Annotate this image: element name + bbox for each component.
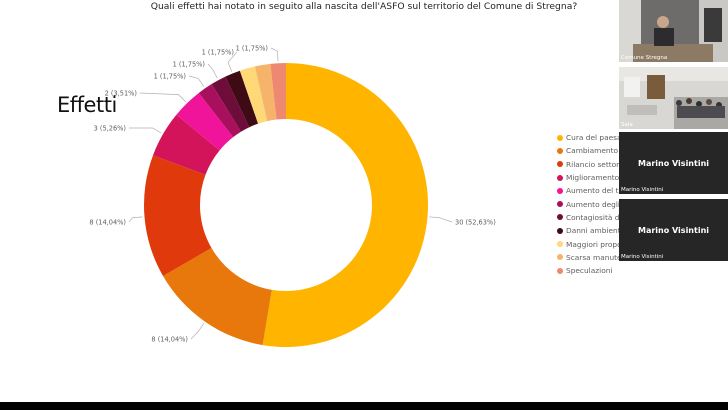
camera-feed-image [619, 0, 728, 62]
leader-line-7 [207, 63, 218, 79]
video-tile-marino-visintini[interactable]: Marino Visintini Marino Visintini [619, 132, 728, 194]
legend-item-9[interactable]: Maggiori propo [557, 237, 619, 250]
legend-swatch [557, 187, 563, 194]
legend-swatch [557, 227, 563, 234]
legend-swatch [557, 147, 563, 154]
video-tile-sala[interactable]: Sala [619, 67, 728, 129]
legend-label: Cambiamento c [566, 146, 619, 156]
donut-slice-6[interactable] [198, 84, 241, 138]
legend-swatch [557, 214, 563, 221]
video-call-panel: Comune Stregna Sala Marino Visintini Mar… [619, 0, 728, 402]
chart-title: Quali effetti hai notato in seguito alla… [150, 1, 578, 12]
legend-label: Contagiosità di [566, 212, 619, 222]
tile-label: Comune Stregna [621, 55, 668, 61]
donut-slice-5[interactable] [176, 92, 234, 151]
data-label-11: 1 (1,75%) [236, 45, 268, 53]
legend-item-2[interactable]: Cambiamento c [557, 144, 619, 157]
data-label-1: 30 (52,63%) [455, 219, 496, 227]
data-label-6: 1 (1,75%) [154, 73, 186, 81]
video-tile-marino-visintini-2[interactable]: Marino Visintini Marino Visintini [619, 199, 728, 261]
legend-item-4[interactable]: Miglioramento a [557, 171, 619, 184]
legend-item-3[interactable]: Rilancio settore [557, 158, 619, 171]
leader-line-5 [139, 92, 186, 103]
bottom-bar [0, 402, 728, 410]
donut-slice-9[interactable] [239, 66, 268, 124]
legend-swatch [557, 134, 563, 141]
data-label-5: 2 (3,51%) [105, 90, 137, 98]
legend-swatch [557, 174, 563, 181]
data-label-7: 1 (1,75%) [173, 61, 205, 69]
leader-line-1 [429, 216, 453, 223]
legend-item-10[interactable]: Scarsa manutenzione [557, 251, 619, 264]
leader-line-2 [190, 323, 205, 340]
legend-label: Danni ambienta [566, 226, 619, 236]
participant-name: Marino Visintini [637, 159, 710, 168]
donut-slice-2[interactable] [163, 248, 272, 346]
legend-label: Scarsa manutenzione [566, 252, 619, 262]
legend-item-6[interactable]: Aumento degli [557, 197, 619, 210]
donut-slice-3[interactable] [144, 155, 212, 276]
participant-name: Marino Visintini [637, 226, 710, 235]
data-label-3: 8 (14,04%) [89, 219, 126, 227]
legend-label: Miglioramento a [566, 173, 619, 183]
data-label-4: 3 (5,26%) [94, 125, 126, 133]
legend-item-7[interactable]: Contagiosità di [557, 211, 619, 224]
camera-feed-image [619, 67, 728, 129]
donut-slice-7[interactable] [211, 76, 250, 132]
legend-label: Aumento degli [566, 199, 619, 209]
donut-slice-1[interactable] [262, 63, 429, 347]
leader-line-8 [227, 51, 238, 72]
legend-label: Speculazioni [566, 266, 613, 276]
data-label-8: 1 (1,75%) [202, 49, 234, 57]
legend-item-11[interactable]: Speculazioni [557, 264, 619, 277]
legend-swatch [557, 267, 563, 274]
donut-slice-8[interactable] [225, 70, 259, 128]
legend-swatch [557, 201, 563, 208]
leader-line-4 [129, 127, 162, 134]
legend-item-8[interactable]: Danni ambienta [557, 224, 619, 237]
chart-legend: Cura del paesag Cambiamento c Rilancio set… [557, 131, 619, 277]
leader-line-3 [128, 216, 143, 223]
page-heading: Effetti [57, 93, 117, 117]
tile-label: Sala [621, 122, 633, 128]
leader-line-6 [188, 75, 205, 87]
tile-label: Marino Visintini [621, 187, 664, 193]
data-label-2: 8 (14,04%) [151, 336, 188, 344]
legend-label: Cura del paesag [566, 133, 619, 143]
donut-slice-10[interactable] [254, 63, 277, 122]
legend-swatch [557, 254, 563, 261]
video-tile-comune-stregna[interactable]: Comune Stregna [619, 0, 728, 62]
legend-item-1[interactable]: Cura del paesag [557, 131, 619, 144]
legend-label: Rilancio settore [566, 159, 619, 169]
leader-line-11 [270, 47, 279, 62]
legend-swatch [557, 161, 563, 168]
tile-label: Marino Visintini [621, 254, 664, 260]
legend-label: Maggiori propo [566, 239, 619, 249]
legend-label: Aumento del tu [566, 186, 619, 196]
legend-swatch [557, 241, 563, 248]
legend-item-5[interactable]: Aumento del tu [557, 184, 619, 197]
donut-slice-4[interactable] [153, 114, 220, 175]
donut-slice-11[interactable] [270, 63, 286, 120]
